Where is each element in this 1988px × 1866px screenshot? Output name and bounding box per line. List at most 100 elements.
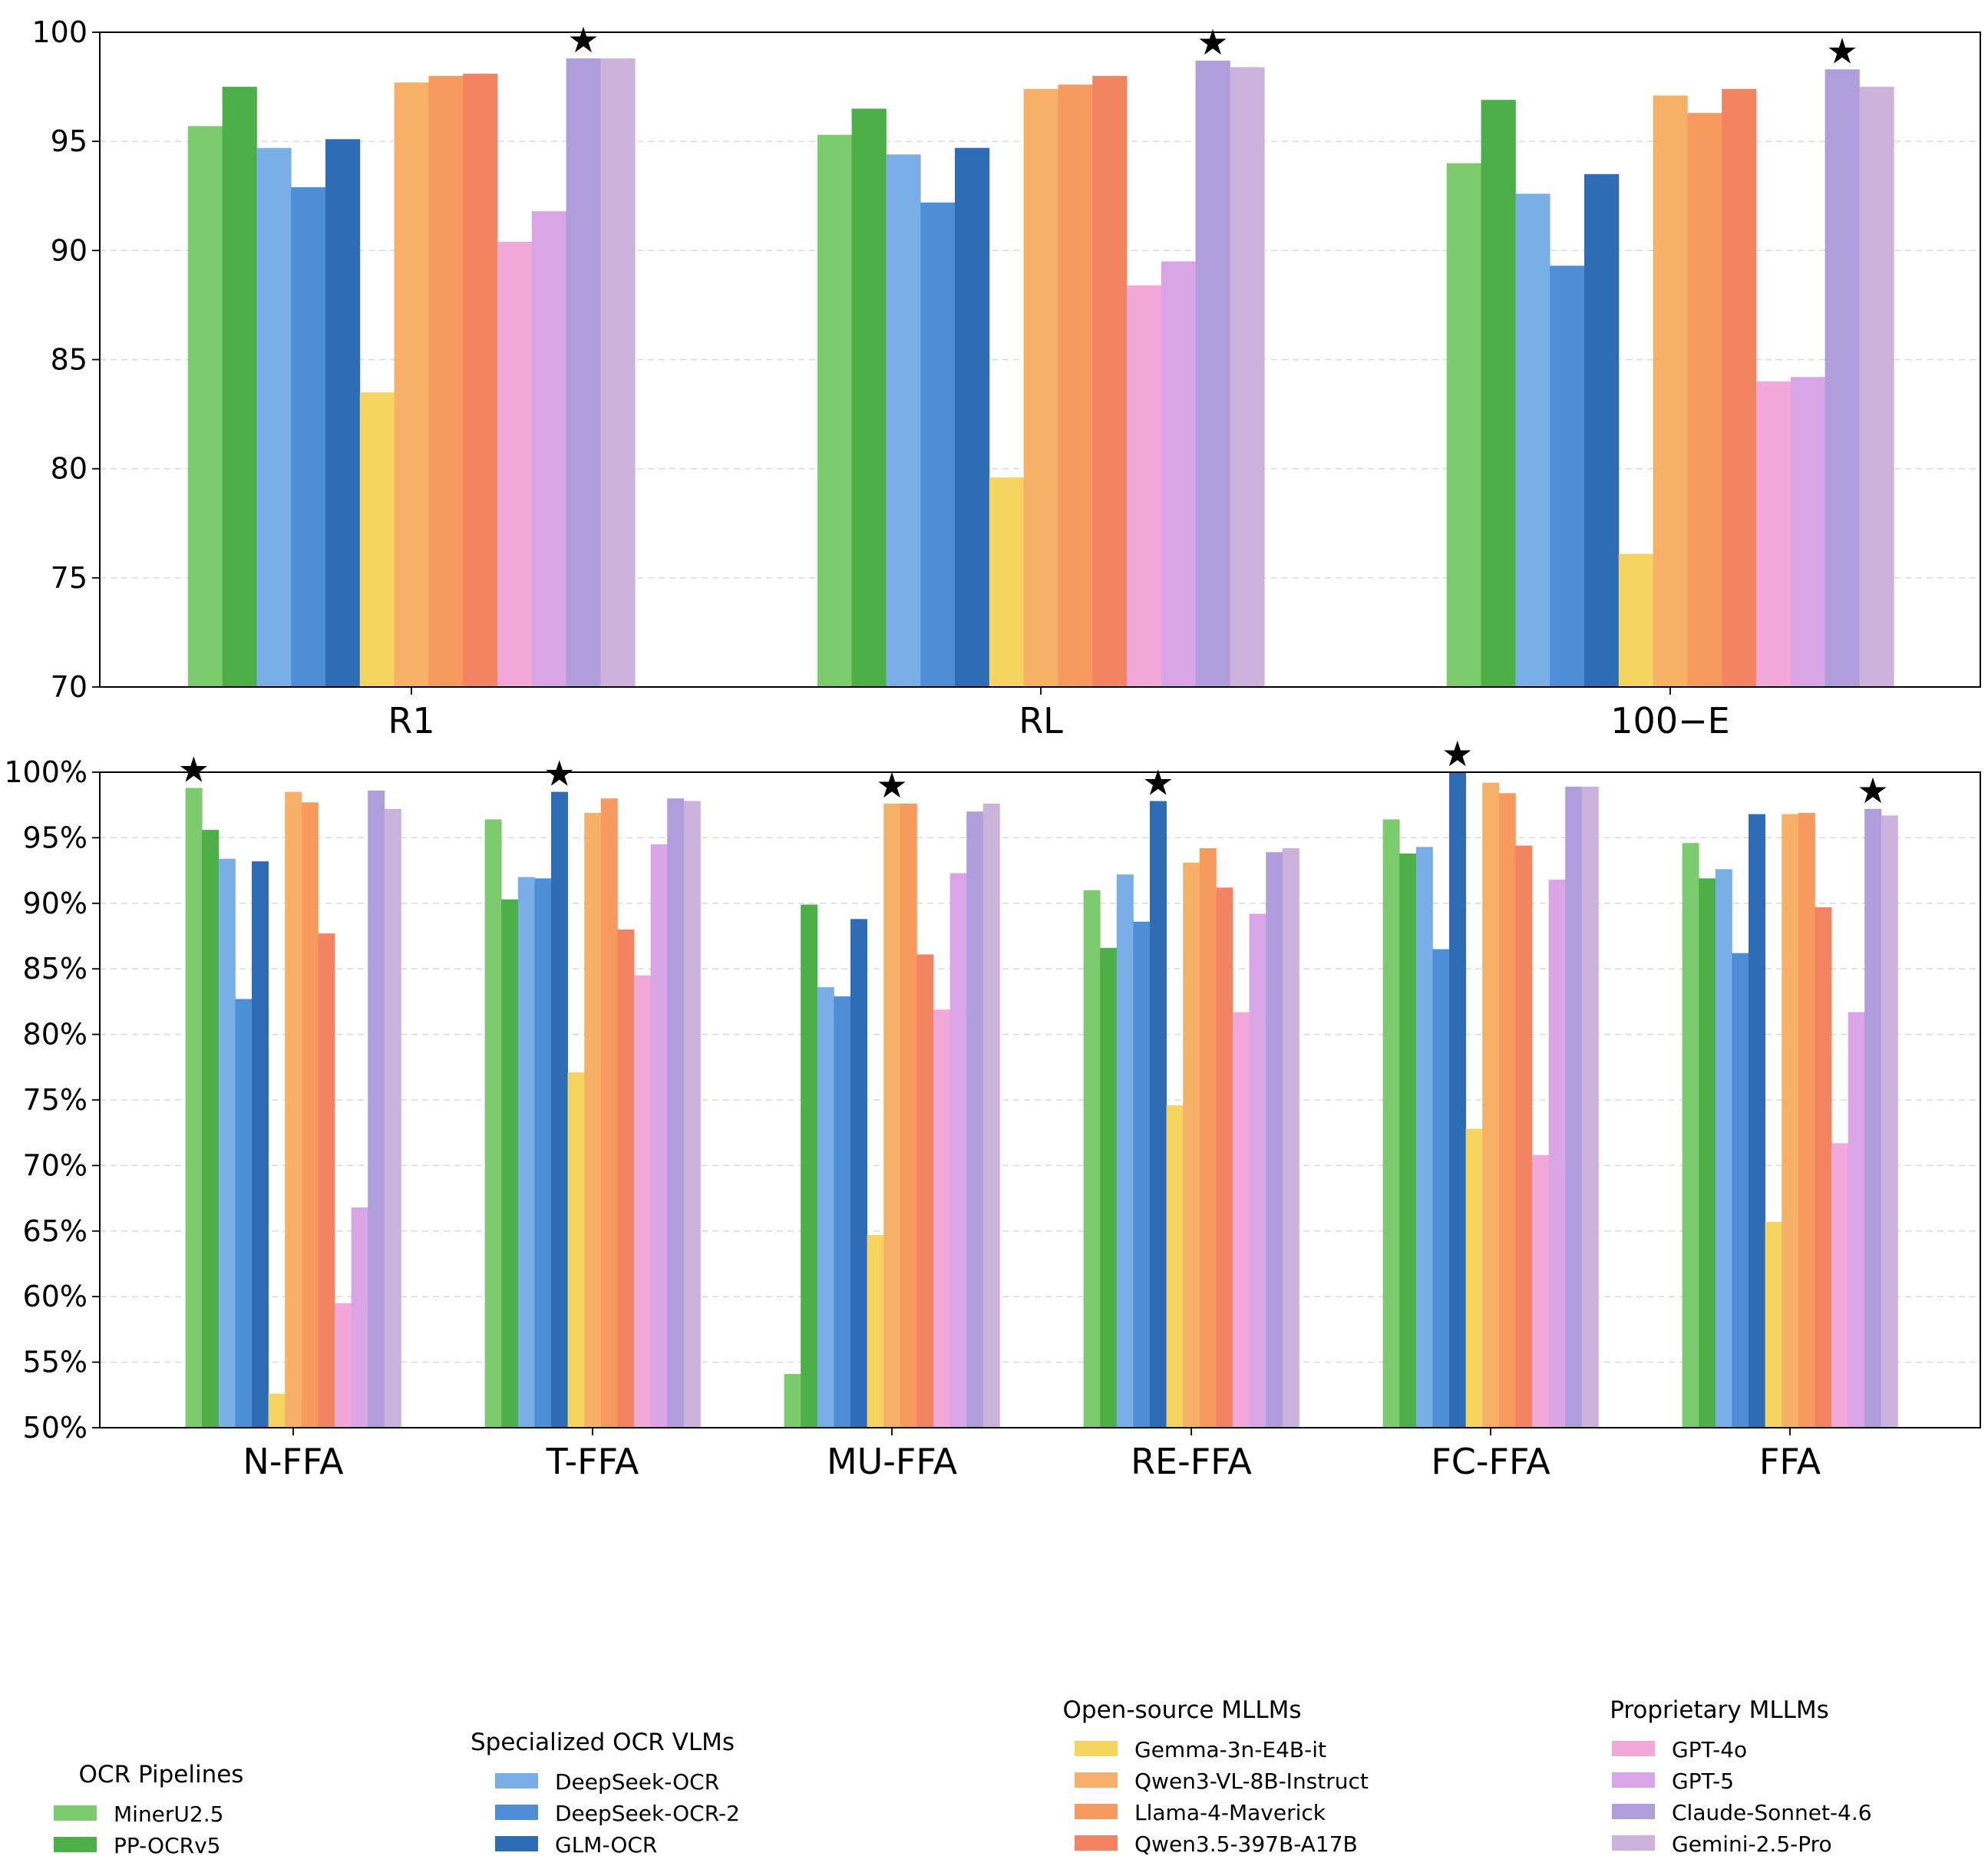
bottom-y-tick-label: 65% — [23, 1214, 88, 1248]
bar: Gemma-3n-E4B-it RL: 79.6 — [989, 477, 1024, 687]
top-axes-frame — [99, 31, 1981, 688]
star-marker: ★ — [1826, 30, 1858, 71]
legend-swatch — [1612, 1835, 1655, 1851]
bar: Gemma-3n-E4B-it FC-FFA: 72.8 — [1465, 1128, 1483, 1428]
bar: GPT-5 T-FFA: 94.5 — [650, 844, 668, 1428]
bar: Qwen3.5-397B-A17B T-FFA: 88 — [617, 929, 635, 1428]
bottom-y-tick-label: 100% — [4, 755, 88, 789]
bar: DeepSeek-OCR-2 FC-FFA: 86.5 — [1432, 949, 1450, 1428]
legend-label: DeepSeek-OCR — [555, 1769, 719, 1795]
legend-item: GPT-4o — [1612, 1737, 1747, 1762]
bottom-y-axis: 50% 55% 60% 65% 70% 75% 80% 85% 90% 95% 100% — [4, 755, 100, 1445]
bar: DeepSeek-OCR FFA: 92.6 — [1715, 869, 1732, 1428]
bottom-y-tick-label: 70% — [23, 1148, 88, 1182]
legend-label: GPT-5 — [1672, 1769, 1734, 1794]
bar: MinerU2.5 FC-FFA: 96.4 — [1382, 819, 1400, 1428]
bar: PP-OCRv5 RL: 96.5 — [851, 108, 887, 687]
bar: Gemini-2.5-Pro FFA: 96.7 — [1881, 815, 1898, 1428]
bar: Claude-Sonnet-4.6 RE-FFA: 93.9 — [1266, 852, 1283, 1428]
legend-item: MinerU2.5 — [54, 1802, 223, 1827]
bar: GPT-5 FFA: 81.7 — [1848, 1012, 1865, 1428]
legend-swatch — [1612, 1772, 1655, 1788]
legend-group-title: Open-source MLLMs — [1063, 1696, 1302, 1724]
bar: Llama-4-Maverick FFA: 96.9 — [1798, 812, 1815, 1428]
bottom-series-gemma-3n-e4b-it: Gemma-3n-E4B-it N-FFA: 52.6 Gemma-3n-E4B-… — [268, 1072, 1782, 1428]
bottom-y-tick-label: 55% — [23, 1346, 88, 1379]
bottom-best-markers: ★ ★ ★ ★ ★ ★ — [178, 733, 1889, 811]
bar: Gemini-2.5-Pro 100−E: 97.5 — [1859, 87, 1894, 688]
category-label: T-FFA — [546, 1441, 639, 1482]
bar: Qwen3.5-397B-A17B RE-FFA: 91.2 — [1216, 887, 1233, 1428]
bar: MinerU2.5 RL: 95.3 — [817, 134, 852, 688]
bottom-y-tick-label: 60% — [23, 1280, 88, 1313]
bar: MinerU2.5 100−E: 94 — [1446, 163, 1481, 688]
bar: Qwen3-VL-8B-Instruct MU-FFA: 97.6 — [883, 803, 901, 1428]
bar: PP-OCRv5 FFA: 91.9 — [1699, 878, 1716, 1428]
bar: Llama-4-Maverick MU-FFA: 97.6 — [900, 803, 917, 1428]
bottom-y-tick-label: 75% — [23, 1083, 88, 1117]
bar: PP-OCRv5 R1: 97.5 — [222, 87, 257, 688]
bar: Qwen3-VL-8B-Instruct N-FFA: 98.5 — [285, 791, 302, 1428]
legend-swatch — [1075, 1772, 1118, 1788]
top-series-qwen3-5-397b-a17b: Qwen3.5-397B-A17B R1: 98.1 Qwen3.5-397B-A… — [463, 74, 1757, 688]
bottom-series-qwen3-vl-8b-instruct: Qwen3-VL-8B-Instruct N-FFA: 98.5 Qwen3-VL… — [285, 782, 1799, 1428]
chart-top: 707580859095100MinerU2.5 R1: 95.7MinerU2… — [31, 15, 1981, 741]
legend-item: Claude-Sonnet-4.6 — [1612, 1800, 1872, 1825]
bar: GLM-OCR N-FFA: 93.2 — [252, 861, 269, 1428]
bar: Qwen3.5-397B-A17B MU-FFA: 86.1 — [916, 954, 934, 1428]
bottom-y-tick-label: 50% — [23, 1411, 88, 1445]
bar: GPT-4o R1: 90.4 — [497, 241, 533, 688]
category-label: N-FFA — [243, 1441, 344, 1482]
legend-item: DeepSeek-OCR-2 — [495, 1801, 740, 1826]
top-y-tick-label: 100 — [31, 15, 88, 49]
legend-label: MinerU2.5 — [114, 1802, 223, 1827]
legend-swatch — [1075, 1804, 1118, 1819]
bar: MinerU2.5 FFA: 94.6 — [1682, 843, 1699, 1428]
legend-label: Gemma-3n-E4B-it — [1134, 1737, 1326, 1762]
legend-label: Gemini-2.5-Pro — [1672, 1831, 1832, 1857]
top-series-llama-4-maverick: Llama-4-Maverick R1: 98 Llama-4-Maverick … — [428, 75, 1722, 688]
legend-swatch — [1075, 1741, 1118, 1756]
bar: GLM-OCR MU-FFA: 88.8 — [850, 919, 867, 1428]
bar: DeepSeek-OCR-2 RE-FFA: 88.6 — [1133, 921, 1151, 1428]
bar: Gemini-2.5-Pro RL: 98.4 — [1230, 67, 1265, 687]
top-series-pp-ocrv5: PP-OCRv5 R1: 97.5 PP-OCRv5 RL: 96.5 PP-OCR… — [222, 87, 1516, 688]
bar: PP-OCRv5 RE-FFA: 86.6 — [1100, 947, 1118, 1428]
bar: Gemini-2.5-Pro MU-FFA: 97.6 — [982, 803, 1000, 1428]
bar: Llama-4-Maverick T-FFA: 98 — [600, 798, 618, 1428]
bar: GLM-OCR 100−E: 93.5 — [1584, 173, 1620, 688]
bar: GPT-5 RE-FFA: 89.2 — [1249, 913, 1266, 1428]
bar: Gemma-3n-E4B-it FFA: 65.7 — [1765, 1221, 1782, 1428]
bar: Llama-4-Maverick RL: 97.6 — [1058, 84, 1093, 688]
star-marker: ★ — [178, 748, 210, 790]
bottom-y-tick-label: 85% — [23, 952, 88, 986]
bar: GPT-4o FC-FFA: 70.8 — [1532, 1154, 1549, 1428]
legend-item: Qwen3.5-397B-A17B — [1075, 1831, 1358, 1857]
legend-label: Qwen3.5-397B-A17B — [1134, 1831, 1358, 1857]
legend-group-title: Specialized OCR VLMs — [471, 1729, 735, 1756]
top-y-tick-label: 80 — [51, 452, 88, 486]
legend-swatch — [1075, 1835, 1118, 1851]
bar: Qwen3-VL-8B-Instruct R1: 97.7 — [394, 82, 429, 687]
bar: Qwen3-VL-8B-Instruct RL: 97.4 — [1023, 88, 1058, 688]
bar: Llama-4-Maverick N-FFA: 97.7 — [301, 802, 319, 1428]
bottom-series-pp-ocrv5: PP-OCRv5 N-FFA: 95.6 PP-OCRv5 T-FFA: 90.3… — [202, 830, 1716, 1428]
bottom-series-qwen3-5-397b-a17b: Qwen3.5-397B-A17B N-FFA: 87.7 Qwen3.5-397… — [318, 845, 1832, 1428]
bar: Llama-4-Maverick 100−E: 96.3 — [1687, 113, 1722, 687]
bar: Gemini-2.5-Pro T-FFA: 97.8 — [683, 801, 701, 1428]
category-label: RE-FFA — [1131, 1441, 1252, 1482]
bottom-y-tick-label: 80% — [23, 1018, 88, 1052]
bar: MinerU2.5 R1: 95.7 — [187, 126, 223, 688]
top-y-tick-label: 75 — [51, 561, 88, 595]
category-label: 100−E — [1610, 700, 1729, 741]
star-marker: ★ — [543, 753, 575, 794]
legend-label: GLM-OCR — [555, 1832, 657, 1858]
top-series-deepseek-ocr: DeepSeek-OCR R1: 94.7 DeepSeek-OCR RL: 94… — [256, 147, 1550, 688]
legend-group-title: Proprietary MLLMs — [1610, 1696, 1829, 1724]
legend-group-specialized-ocr-vlms: Specialized OCR VLMs DeepSeek-OCR DeepSeek… — [471, 1729, 740, 1858]
bottom-axes-frame — [99, 771, 1981, 1428]
top-series-claude-sonnet-4-6: Claude-Sonnet-4.6 R1: 98.8 Claude-Sonnet-… — [566, 58, 1860, 688]
legend-item: GLM-OCR — [495, 1832, 657, 1858]
bar: GLM-OCR FFA: 96.8 — [1749, 814, 1765, 1428]
top-x-axis: R1 RL 100−E — [388, 687, 1730, 741]
